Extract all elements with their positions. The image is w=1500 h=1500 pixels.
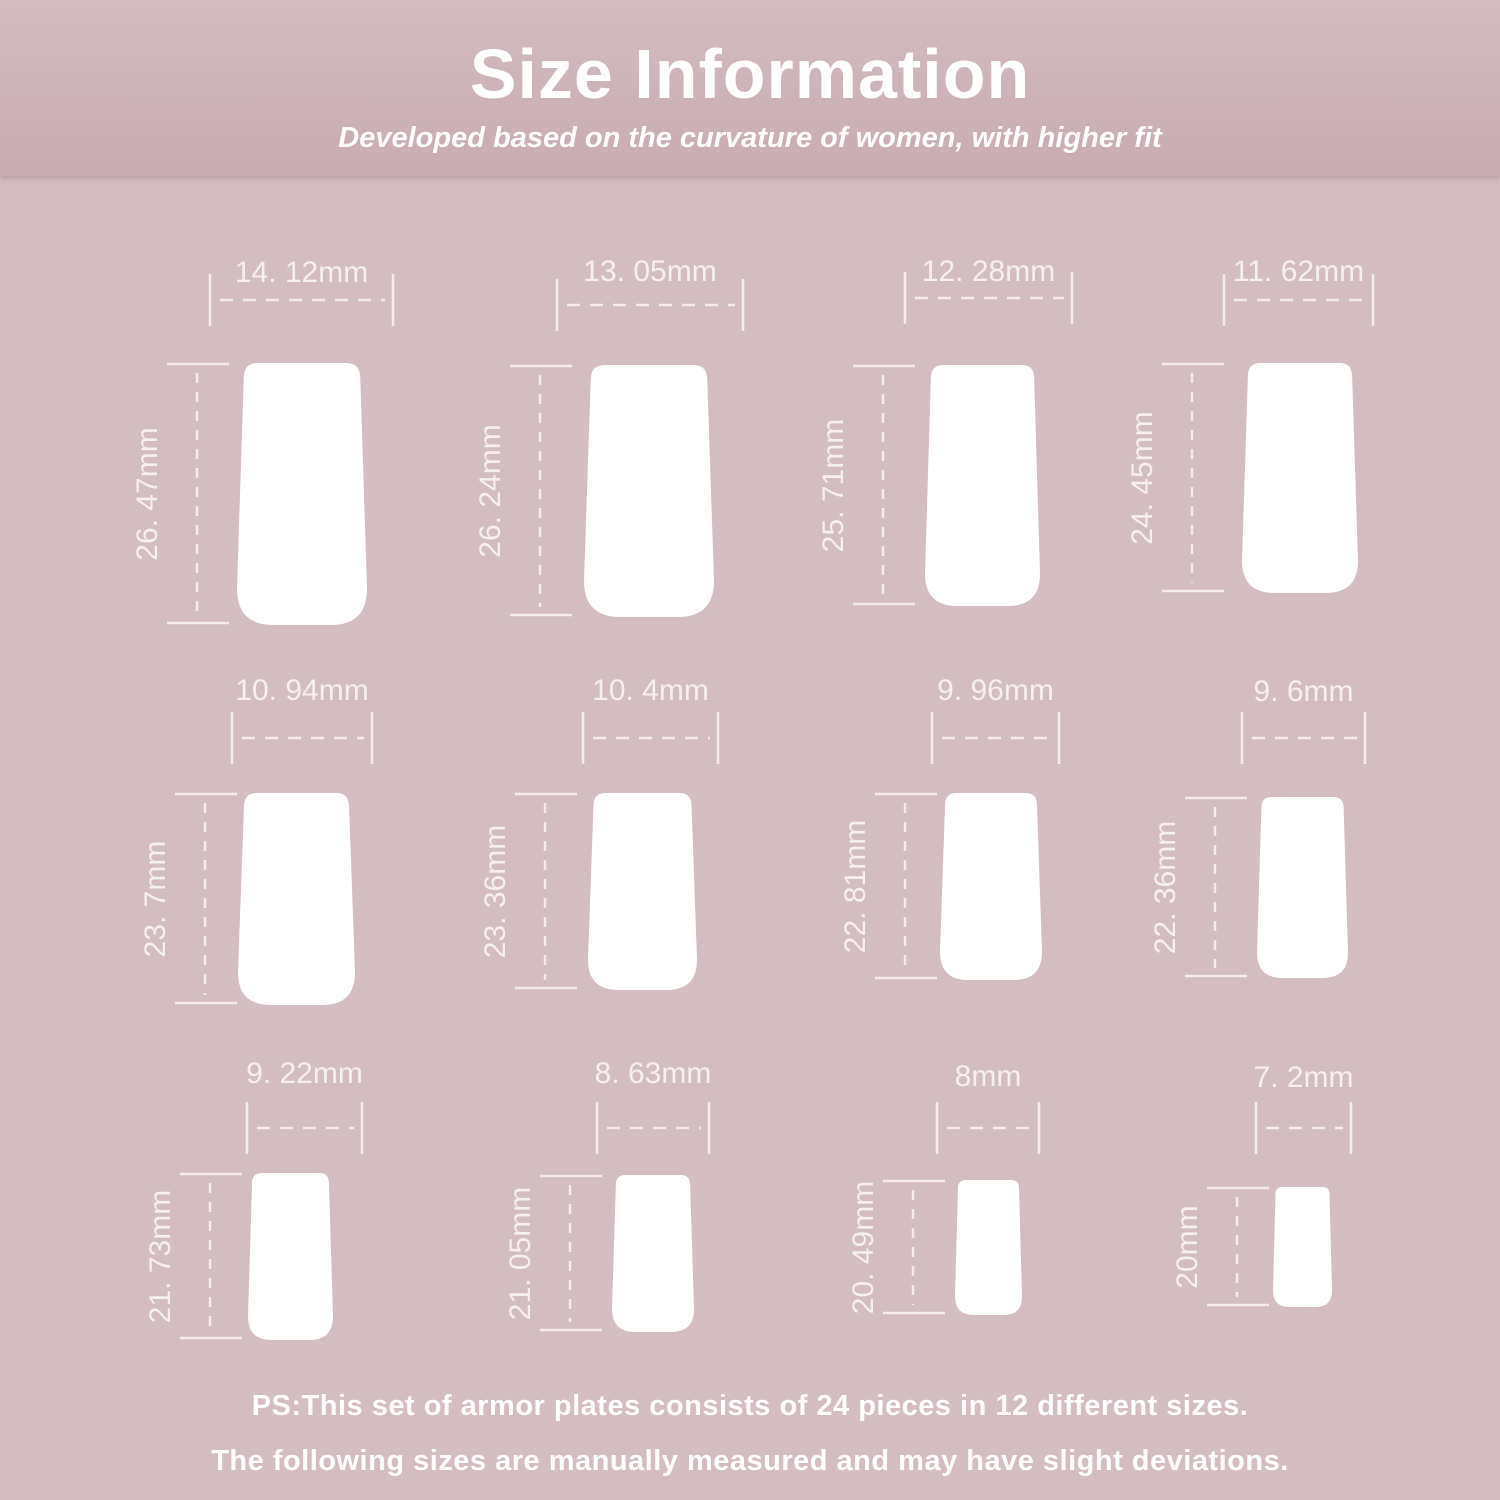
length-label: 24. 45mm (1126, 411, 1159, 544)
nail-shape (925, 365, 1040, 606)
note-pieces: PS:This set of armor plates consists of … (251, 1390, 1249, 1422)
nail-shape (238, 793, 355, 1005)
nail-shape (940, 793, 1042, 980)
nail-shape (1273, 1187, 1332, 1307)
width-label: 8mm (955, 1060, 1022, 1093)
width-label: 9. 22mm (246, 1057, 363, 1090)
page-subtitle: Developed based on the curvature of wome… (338, 122, 1162, 154)
length-label: 25. 71mm (817, 419, 850, 552)
nail-shape (1257, 797, 1348, 978)
length-label: 21. 05mm (504, 1187, 537, 1320)
nail-shape (612, 1175, 694, 1332)
length-label: 20mm (1171, 1205, 1204, 1288)
length-label: 23. 36mm (479, 825, 512, 958)
page-title: Size Information (469, 35, 1031, 113)
nail-shape (237, 363, 367, 625)
length-label: 21. 73mm (144, 1190, 177, 1323)
nail-shape (1242, 363, 1358, 593)
width-label: 12. 28mm (922, 255, 1055, 288)
nail-shape (955, 1180, 1022, 1315)
width-label: 8. 63mm (595, 1057, 712, 1090)
width-label: 11. 62mm (1233, 255, 1364, 288)
width-label: 10. 4mm (592, 674, 709, 707)
header-banner: Size Information Developed based on the … (0, 0, 1500, 176)
nail-shape (588, 793, 697, 990)
length-label: 23. 7mm (139, 841, 172, 958)
width-label: 9. 96mm (937, 674, 1054, 707)
length-label: 22. 36mm (1149, 821, 1182, 954)
nail-shape (584, 365, 714, 617)
width-label: 7. 2mm (1253, 1061, 1353, 1094)
width-label: 9. 6mm (1253, 675, 1353, 708)
nail-shape (248, 1173, 333, 1340)
length-label: 22. 81mm (839, 820, 872, 953)
width-label: 10. 94mm (235, 674, 368, 707)
width-label: 14. 12mm (235, 256, 368, 289)
length-label: 26. 24mm (474, 424, 507, 557)
note-deviation: The following sizes are manually measure… (211, 1445, 1289, 1477)
length-label: 20. 49mm (847, 1181, 880, 1314)
length-label: 26. 47mm (131, 427, 164, 560)
width-label: 13. 05mm (583, 255, 716, 288)
